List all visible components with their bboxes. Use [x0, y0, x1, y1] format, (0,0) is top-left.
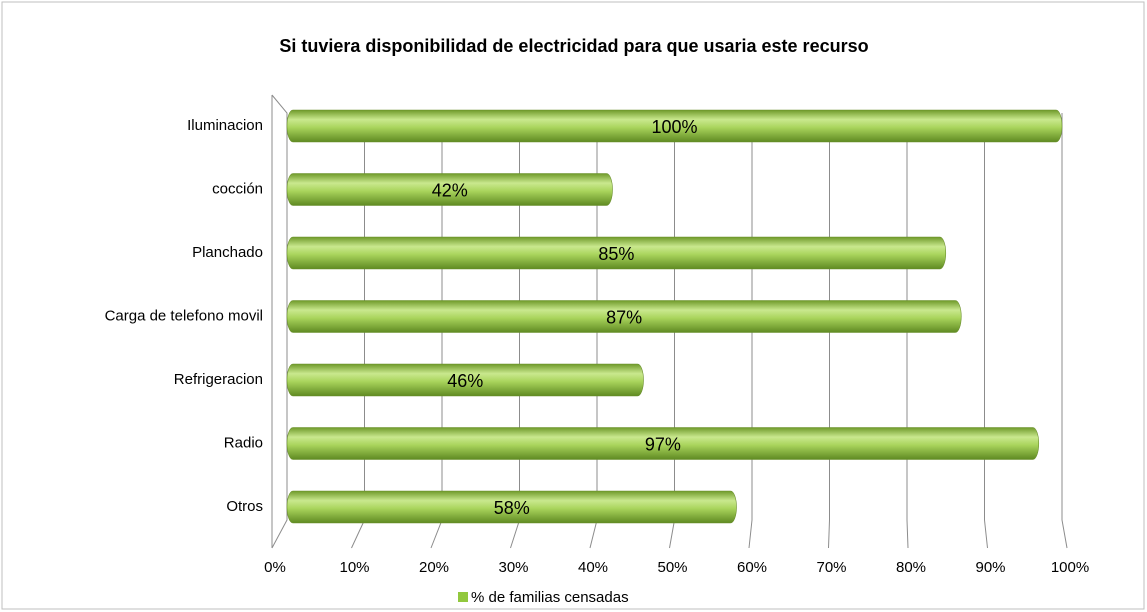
y-tick-label: Iluminacion [187, 117, 263, 134]
y-tick-label: Otros [226, 498, 263, 515]
data-label: 100% [651, 117, 697, 137]
bar [286, 173, 613, 206]
x-tick-label: 70% [816, 559, 846, 576]
y-tick-label: Carga de telefono movil [105, 307, 263, 324]
x-tick-label: 30% [498, 559, 528, 576]
x-tick-label: 20% [419, 559, 449, 576]
bar [286, 490, 737, 524]
x-tick-label: 100% [1051, 559, 1089, 576]
x-tick-label: 50% [657, 559, 687, 576]
x-tick-label: 90% [975, 559, 1005, 576]
data-label: 87% [606, 307, 642, 327]
y-tick-label: cocción [212, 180, 263, 197]
legend-swatch [458, 592, 468, 602]
data-label: 97% [645, 434, 681, 454]
bar [286, 427, 1040, 460]
y-tick-label: Planchado [192, 244, 263, 261]
x-tick-label: 80% [896, 559, 926, 576]
bar [286, 300, 962, 333]
x-tick-label: 60% [737, 559, 767, 576]
x-tick-label: 40% [578, 559, 608, 576]
legend-label: % de familias censadas [471, 589, 629, 606]
data-label: 85% [598, 244, 634, 264]
data-label: 46% [447, 371, 483, 391]
bar [286, 363, 644, 397]
data-label: 42% [432, 180, 468, 200]
chart-title: Si tuviera disponibilidad de electricida… [279, 36, 868, 56]
y-tick-label: Refrigeracion [174, 371, 263, 388]
bar [286, 236, 947, 270]
x-tick-label: 0% [264, 559, 286, 576]
grid-line [1061, 113, 1068, 549]
x-tick-label: 10% [339, 559, 369, 576]
bar [286, 109, 1063, 143]
data-label: 58% [494, 498, 530, 518]
y-tick-label: Radio [224, 434, 263, 451]
grid-line [984, 113, 988, 549]
